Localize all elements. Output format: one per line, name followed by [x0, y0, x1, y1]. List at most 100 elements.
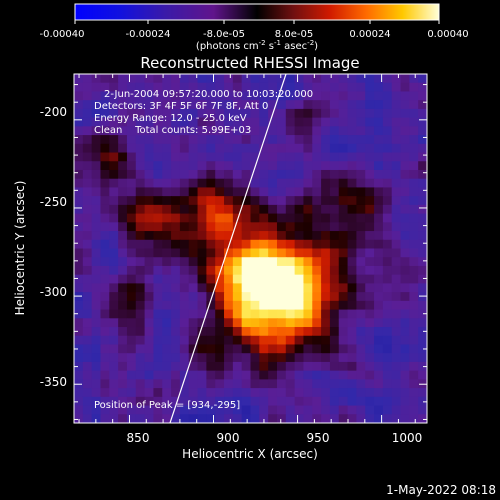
heatmap-pixel: [100, 117, 110, 127]
heatmap-pixel: [374, 187, 384, 197]
heatmap-pixel: [400, 327, 410, 337]
heatmap-pixel: [418, 126, 427, 136]
heatmap-pixel: [215, 135, 225, 145]
heatmap-pixel: [303, 222, 313, 232]
heatmap-pixel: [162, 318, 172, 328]
colorbar: -0.00040 -0.00024 -8.0e-05 8.0e-05 0.000…: [40, 3, 469, 52]
heatmap-pixel: [171, 178, 181, 189]
heatmap-pixel: [197, 361, 207, 372]
heatmap-pixel: [162, 283, 172, 293]
heatmap-pixel: [188, 231, 199, 241]
heatmap-pixel: [285, 361, 296, 372]
heatmap-pixel: [382, 126, 393, 136]
heatmap-pixel: [162, 248, 172, 258]
heatmap-pixel: [206, 265, 216, 276]
heatmap-pixel: [356, 292, 366, 302]
heatmap-pixel: [329, 126, 340, 136]
heatmap-pixel: [374, 370, 384, 380]
heatmap-pixel: [82, 361, 93, 372]
heatmap-pixel: [259, 152, 269, 162]
heatmap-pixel: [197, 187, 207, 197]
heatmap-pixel: [197, 178, 207, 189]
heatmap-pixel: [382, 353, 393, 363]
heatmap-pixel: [188, 370, 199, 380]
heatmap-pixel: [250, 379, 260, 389]
heatmap-pixel: [232, 361, 243, 372]
heatmap-pixel: [179, 300, 190, 311]
heatmap-pixel: [74, 388, 84, 398]
heatmap-pixel: [74, 335, 84, 346]
heatmap-pixel: [144, 318, 155, 328]
heatmap-pixel: [365, 143, 375, 154]
heatmap-pixel: [179, 361, 190, 372]
heatmap-pixel: [197, 117, 207, 127]
heatmap-pixel: [382, 361, 393, 372]
heatmap-pixel: [206, 344, 216, 354]
heatmap-pixel: [232, 414, 243, 423]
heatmap-pixel: [100, 274, 110, 284]
heatmap-pixel: [400, 204, 410, 215]
heatmap-pixel: [74, 353, 84, 363]
heatmap-pixel: [74, 318, 84, 328]
heatmap-pixel: [321, 309, 331, 319]
heatmap-pixel: [153, 152, 163, 162]
heatmap-pixel: [179, 309, 190, 319]
heatmap-pixel: [374, 318, 384, 328]
heatmap-pixel: [374, 335, 384, 346]
heatmap-pixel: [171, 231, 181, 241]
heatmap-pixel: [321, 143, 331, 154]
heatmap-pixel: [135, 388, 146, 398]
heatmap-pixel: [303, 327, 313, 337]
heatmap-pixel: [135, 135, 146, 145]
heatmap-pixel: [162, 117, 172, 127]
heatmap-pixel: [400, 213, 410, 223]
heatmap-pixel: [215, 169, 225, 180]
heatmap-pixel: [241, 396, 252, 407]
heatmap-pixel: [285, 187, 296, 197]
heatmap-pixel: [206, 283, 216, 293]
heatmap-pixel: [294, 178, 305, 189]
heatmap-pixel: [338, 143, 349, 154]
heatmap-pixel: [188, 213, 199, 223]
heatmap-pixel: [250, 169, 260, 180]
heatmap-pixel: [171, 370, 181, 380]
heatmap-pixel: [409, 300, 419, 311]
heatmap-pixel: [409, 335, 419, 346]
heatmap-pixel: [206, 100, 216, 110]
heatmap-pixel: [118, 283, 128, 293]
heatmap-pixel: [294, 344, 305, 354]
colorbar-ticks: [74, 20, 440, 24]
heatmap-pixel: [276, 257, 287, 267]
heatmap-pixel: [109, 318, 119, 328]
heatmap-pixel: [356, 274, 366, 284]
heatmap-pixel: [250, 300, 260, 311]
heatmap-pixel: [188, 405, 199, 415]
heatmap-pixel: [365, 204, 375, 215]
heatmap-pixel: [347, 143, 357, 154]
heatmap-pixel: [329, 414, 340, 423]
heatmap-pixel: [303, 265, 313, 276]
heatmap-pixel: [250, 117, 260, 127]
heatmap-pixel: [91, 126, 102, 136]
heatmap-pixel: [321, 169, 331, 180]
heatmap-pixel: [144, 361, 155, 372]
heatmap-pixel: [259, 353, 269, 363]
heatmap-pixel: [259, 82, 269, 93]
heatmap-pixel: [382, 414, 393, 423]
heatmap-pixel: [409, 283, 419, 293]
heatmap-pixel: [356, 239, 366, 250]
heatmap-pixel: [126, 379, 137, 389]
heatmap-pixel: [126, 169, 137, 180]
heatmap-pixel: [232, 344, 243, 354]
heatmap-pixel: [374, 213, 384, 223]
heatmap-pixel: [294, 213, 305, 223]
heatmap-pixel: [188, 274, 199, 284]
heatmap-pixel: [144, 239, 155, 250]
heatmap-pixel: [153, 143, 163, 154]
heatmap-pixel: [409, 152, 419, 162]
heatmap-pixel: [197, 248, 207, 258]
heatmap-pixel: [365, 100, 375, 110]
heatmap-pixel: [109, 353, 119, 363]
heatmap-pixel: [215, 187, 225, 197]
heatmap-pixel: [224, 414, 234, 423]
